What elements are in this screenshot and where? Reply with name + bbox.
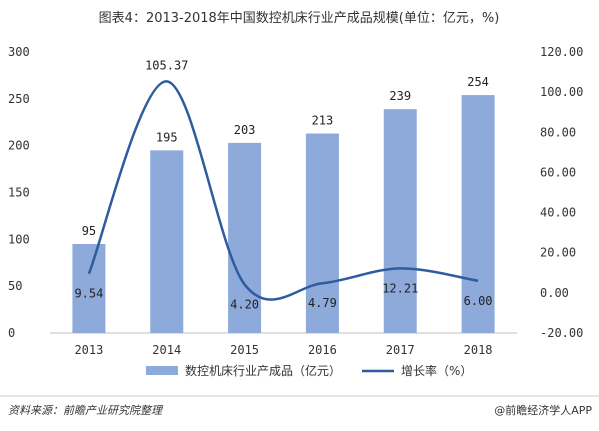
left-tick-label: 100 — [8, 232, 30, 246]
bar — [305, 133, 339, 333]
x-tick-label: 2016 — [308, 343, 337, 357]
x-tick-label: 2013 — [74, 343, 103, 357]
legend-bar-swatch — [146, 366, 178, 375]
footer-source: 资料来源：前瞻产业研究院整理 — [8, 404, 164, 417]
chart-title: 图表4：2013-2018年中国数控机床行业产成品规模(单位：亿元，%) — [99, 11, 500, 26]
bar-value-label: 213 — [312, 113, 334, 127]
legend-bar-label: 数控机床行业产成品（亿元） — [185, 363, 341, 378]
left-tick-label: 200 — [8, 139, 30, 153]
bar-value-label: 95 — [82, 224, 96, 238]
growth-line — [87, 80, 479, 301]
left-tick-label: 50 — [8, 279, 22, 293]
line-series: 9.54 105.37 4.20 4.79 12.21 6.00 — [74, 58, 492, 311]
bar-value-label: 195 — [156, 130, 178, 144]
right-tick-label: 100.00 — [540, 85, 583, 99]
left-tick-label: 300 — [8, 45, 30, 59]
x-tick-label: 2014 — [152, 343, 181, 357]
bar — [150, 150, 184, 333]
growth-value-label: 4.20 — [230, 297, 259, 311]
right-axis: -20.00 0.00 20.00 40.00 60.00 80.00 100.00 120.… — [540, 45, 583, 340]
growth-value-label: 12.21 — [382, 281, 418, 295]
right-tick-label: 120.00 — [540, 45, 583, 59]
bar-series: 95 195 203 213 239 254 — [72, 75, 495, 334]
right-tick-label: 0.00 — [540, 286, 569, 300]
right-tick-label: -20.00 — [540, 326, 583, 340]
growth-value-label: 6.00 — [464, 294, 493, 308]
bar — [461, 95, 495, 333]
x-tick-label: 2017 — [386, 343, 415, 357]
x-tick-label: 2015 — [230, 343, 259, 357]
right-tick-label: 20.00 — [540, 246, 576, 260]
x-tick-label: 2018 — [464, 343, 493, 357]
bar-value-label: 239 — [389, 89, 411, 103]
right-tick-label: 80.00 — [540, 125, 576, 139]
bar — [383, 109, 417, 334]
bar — [72, 244, 106, 333]
right-tick-label: 40.00 — [540, 206, 576, 220]
x-axis: 2013 2014 2015 2016 2017 2018 — [74, 343, 492, 357]
bar-value-label: 254 — [467, 75, 489, 89]
footer-brand: @前瞻经济学人APP — [494, 403, 592, 417]
right-tick-label: 60.00 — [540, 165, 576, 179]
left-axis: 0 50 100 150 200 250 300 — [8, 45, 30, 340]
bar — [228, 142, 262, 333]
left-tick-label: 150 — [8, 186, 30, 200]
growth-value-label: 4.79 — [308, 296, 337, 310]
left-tick-label: 250 — [8, 92, 30, 106]
legend-line-label: 增长率（%） — [401, 363, 472, 378]
bar-value-label: 203 — [234, 123, 256, 137]
growth-value-label: 105.37 — [145, 58, 188, 72]
growth-value-label: 9.54 — [74, 287, 103, 301]
left-tick-label: 0 — [8, 326, 15, 340]
legend: 数控机床行业产成品（亿元） 增长率（%） — [146, 363, 472, 378]
